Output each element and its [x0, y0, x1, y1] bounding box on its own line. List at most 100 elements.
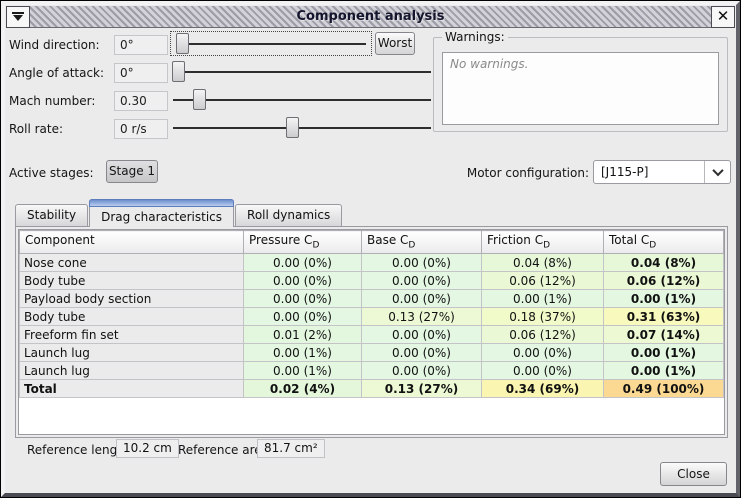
column-header-base-cd[interactable]: Base CD [361, 230, 482, 254]
value-cell[interactable]: 0.06 (12%) [481, 271, 604, 290]
value-cell[interactable]: 0.04 (8%) [481, 253, 604, 272]
value-cell[interactable]: 0.06 (12%) [481, 325, 604, 344]
table-row[interactable]: Total 0.02 (4%) 0.13 (27%) 0.34 (69%) 0.49 (… [19, 379, 724, 398]
roll-rate-field[interactable]: 0 r/s [114, 119, 168, 139]
table-row[interactable]: Payload body section 0.00 (0%) 0.00 (0%) 0.… [19, 289, 724, 308]
component-cell[interactable]: Payload body section [19, 289, 244, 308]
value-cell[interactable]: 0.31 (63%) [603, 307, 724, 326]
slider-thumb[interactable] [172, 61, 186, 82]
value-cell[interactable]: 0.04 (8%) [603, 253, 724, 272]
value-cell[interactable]: 0.00 (0%) [361, 289, 482, 308]
value-cell[interactable]: 0.00 (1%) [603, 343, 724, 362]
angle-of-attack-label: Angle of attack: [9, 66, 105, 80]
angle-of-attack-field[interactable]: 0° [114, 63, 168, 83]
value-cell[interactable]: 0.00 (1%) [603, 361, 724, 380]
table-row[interactable]: Launch lug 0.00 (1%) 0.00 (0%) 0.00 (0%) 0.0… [19, 343, 724, 362]
value-cell[interactable]: 0.07 (14%) [603, 325, 724, 344]
value-cell[interactable]: 0.02 (4%) [243, 379, 362, 398]
value-cell[interactable]: 0.00 (0%) [361, 361, 482, 380]
column-header-pressure-cd[interactable]: Pressure CD [243, 230, 362, 254]
drag-characteristics-panel: Component Pressure CD Base CD Friction C… [15, 226, 728, 438]
window-menu-button[interactable] [6, 5, 30, 28]
value-cell[interactable]: 0.00 (0%) [481, 361, 604, 380]
value-cell[interactable]: 0.34 (69%) [481, 379, 604, 398]
angle-of-attack-slider[interactable] [172, 60, 431, 84]
active-stages-label: Active stages: [9, 166, 94, 180]
warnings-list[interactable]: No warnings. [442, 52, 719, 125]
component-cell[interactable]: Total [19, 379, 244, 398]
combo-arrow-area[interactable] [704, 161, 730, 183]
roll-rate-slider[interactable] [173, 116, 431, 140]
component-cell[interactable]: Freeform fin set [19, 325, 244, 344]
column-header-friction-cd[interactable]: Friction CD [481, 230, 604, 254]
motor-configuration-value: [J115-P] [601, 165, 649, 179]
drag-table: Component Pressure CD Base CD Friction C… [19, 230, 724, 398]
worst-button[interactable]: Worst [375, 32, 415, 55]
component-cell[interactable]: Body tube [19, 307, 244, 326]
table-row[interactable]: Launch lug 0.00 (1%) 0.00 (0%) 0.00 (0%) 0.0… [19, 361, 724, 380]
slider-track[interactable] [173, 127, 431, 129]
component-cell[interactable]: Launch lug [19, 361, 244, 380]
mach-number-field[interactable]: 0.30 [114, 91, 168, 111]
value-cell[interactable]: 0.01 (2%) [243, 325, 362, 344]
tab-drag-characteristics[interactable]: Drag characteristics [89, 199, 235, 227]
reference-area-value: 81.7 cm² [257, 439, 325, 458]
motor-configuration-select[interactable]: [J115-P] [593, 160, 731, 184]
value-cell[interactable]: 0.00 (0%) [361, 271, 482, 290]
slider-track[interactable] [176, 43, 366, 45]
motor-configuration-label: Motor configuration: [466, 166, 589, 180]
column-header-total-cd[interactable]: Total CD [603, 230, 724, 254]
table-body: Nose cone 0.00 (0%) 0.00 (0%) 0.04 (8%) 0.04… [19, 253, 724, 398]
window-menu-icon [12, 12, 24, 14]
value-cell[interactable]: 0.13 (27%) [361, 379, 482, 398]
tab-roll-dynamics[interactable]: Roll dynamics [235, 204, 343, 226]
value-cell[interactable]: 0.00 (1%) [243, 361, 362, 380]
warnings-group: Warnings: No warnings. [433, 30, 728, 132]
value-cell[interactable]: 0.06 (12%) [603, 271, 724, 290]
slider-thumb[interactable] [285, 117, 299, 138]
value-cell[interactable]: 0.00 (0%) [361, 325, 482, 344]
slider-thumb[interactable] [175, 33, 189, 54]
table-row[interactable]: Body tube 0.00 (0%) 0.00 (0%) 0.06 (12%) 0.0… [19, 271, 724, 290]
component-cell[interactable]: Nose cone [19, 253, 244, 272]
table-row[interactable]: Freeform fin set 0.01 (2%) 0.00 (0%) 0.06 (… [19, 325, 724, 344]
value-cell[interactable]: 0.00 (0%) [361, 253, 482, 272]
table-row[interactable]: Nose cone 0.00 (0%) 0.00 (0%) 0.04 (8%) 0.04… [19, 253, 724, 272]
close-icon: ✕ [716, 7, 730, 25]
value-cell[interactable]: 0.13 (27%) [361, 307, 482, 326]
window-title: Component analysis [296, 9, 445, 24]
reference-length-label: Reference length: [27, 443, 134, 457]
column-header-component[interactable]: Component [19, 230, 244, 254]
wind-direction-field[interactable]: 0° [114, 35, 168, 55]
mach-number-slider[interactable] [173, 88, 431, 112]
value-cell[interactable]: 0.00 (0%) [243, 271, 362, 290]
table-row[interactable]: Body tube 0.00 (0%) 0.13 (27%) 0.18 (37%) 0.… [19, 307, 724, 326]
table-scrollpane[interactable]: Component Pressure CD Base CD Friction C… [18, 229, 725, 435]
wind-direction-slider[interactable] [175, 32, 366, 56]
slider-track[interactable] [173, 71, 431, 73]
value-cell[interactable]: 0.00 (1%) [603, 289, 724, 308]
value-cell[interactable]: 0.00 (0%) [243, 253, 362, 272]
value-cell[interactable]: 0.00 (0%) [243, 289, 362, 308]
close-button[interactable]: Close [660, 462, 727, 486]
wind-direction-label: Wind direction: [9, 38, 100, 52]
value-cell[interactable]: 0.00 (0%) [243, 307, 362, 326]
slider-thumb[interactable] [192, 89, 206, 110]
component-cell[interactable]: Body tube [19, 271, 244, 290]
reference-area-label: Reference area: [178, 443, 274, 457]
tab-stability[interactable]: Stability [15, 204, 89, 226]
value-cell[interactable]: 0.18 (37%) [481, 307, 604, 326]
value-cell[interactable]: 0.00 (1%) [481, 289, 604, 308]
component-cell[interactable]: Launch lug [19, 343, 244, 362]
value-cell[interactable]: 0.00 (1%) [243, 343, 362, 362]
mach-number-label: Mach number: [9, 94, 96, 108]
window-close-button[interactable]: ✕ [711, 5, 735, 28]
title-bar[interactable]: Component analysis ✕ [6, 5, 735, 28]
value-cell[interactable]: 0.49 (100%) [603, 379, 724, 398]
wind-direction-focus-ring [170, 31, 372, 56]
table-header-row: Component Pressure CD Base CD Friction C… [19, 230, 724, 254]
slider-track[interactable] [173, 99, 431, 101]
value-cell[interactable]: 0.00 (0%) [481, 343, 604, 362]
stage-1-toggle-button[interactable]: Stage 1 [106, 160, 158, 183]
value-cell[interactable]: 0.00 (0%) [361, 343, 482, 362]
